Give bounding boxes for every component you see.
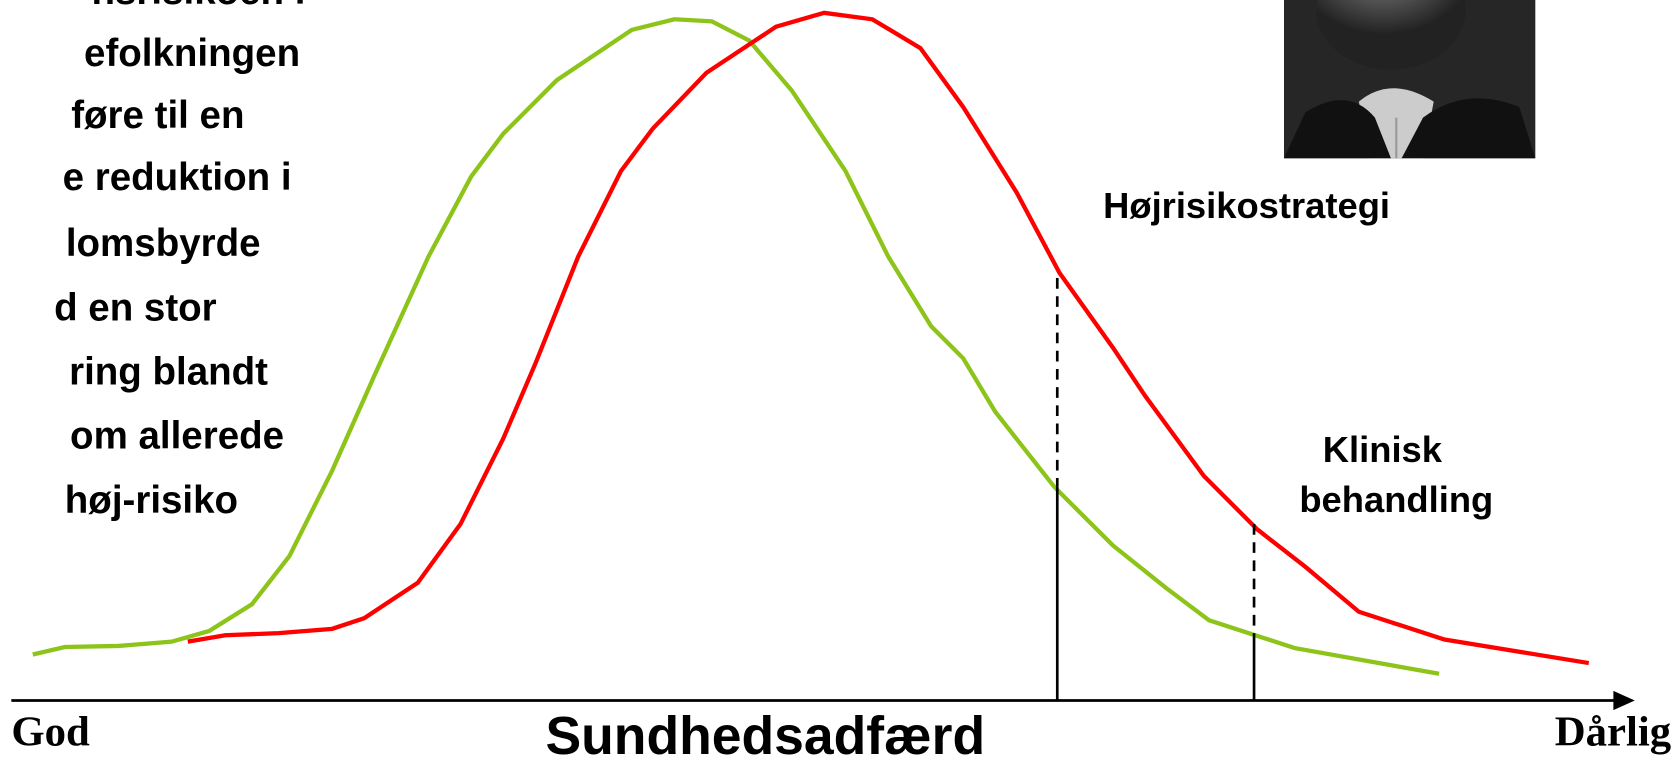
text-line: lomsbyrde [66,222,261,265]
label: behandling [1299,479,1493,520]
text-line: ring blandt [69,350,268,393]
text-line: nsrisikoen i [91,0,305,13]
axis-right-label: Dårlig [1555,709,1671,756]
axis-title: Sundhedsadfærd [545,707,985,766]
label: Højrisikostrategi [1103,185,1390,226]
text-line: om allerede [70,415,284,458]
left-text: nsrisikoen i efolkningen føre til en e redu… [54,0,305,522]
photo [1283,0,1536,159]
axis-arrow [1613,690,1635,711]
label: Klinisk [1323,429,1443,470]
axis-left-label: God [11,709,90,756]
red-curve [187,10,1590,666]
text-line: høj-risiko [65,479,238,522]
text-line: efolkningen [84,32,300,75]
text-line: e reduktion i [63,156,292,199]
green-curve [32,17,1440,676]
text-line: føre til en [71,94,244,137]
text-line: d en stor [54,286,217,329]
